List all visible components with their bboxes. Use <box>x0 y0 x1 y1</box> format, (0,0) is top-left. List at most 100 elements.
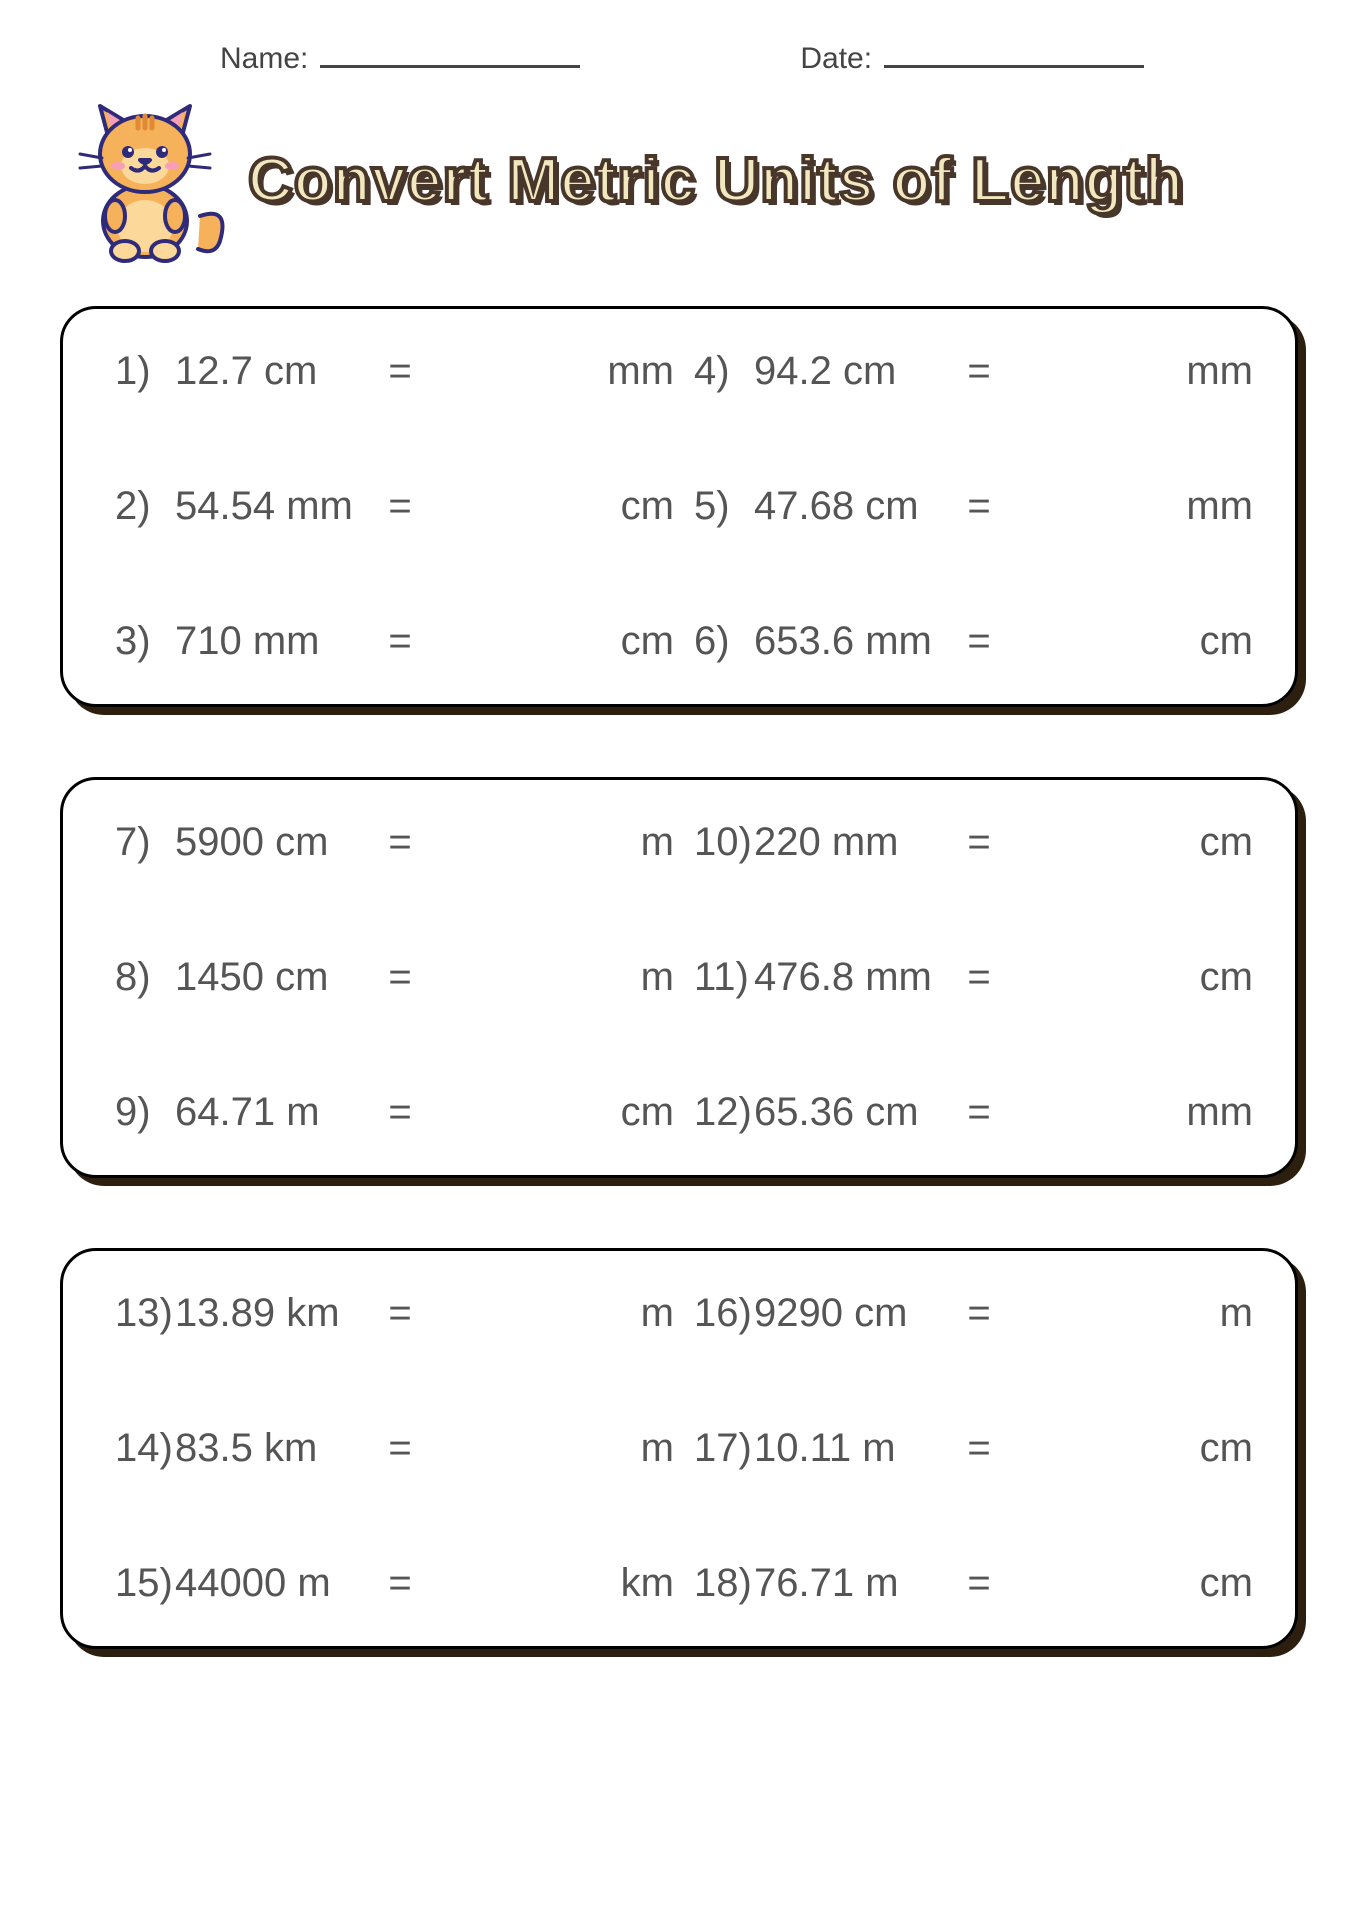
cat-icon <box>60 96 230 266</box>
problem-value: 12.7 cm <box>175 349 375 394</box>
target-unit: m <box>599 1291 674 1336</box>
problem-number: 5) <box>694 484 754 529</box>
equals-sign: = <box>375 955 425 1000</box>
target-unit: m <box>599 955 674 1000</box>
problem: 14)83.5 km= m <box>115 1426 674 1471</box>
target-unit: mm <box>1178 349 1253 394</box>
problem: 6)653.6 mm=cm <box>694 619 1253 664</box>
problem: 8)1450 cm= m <box>115 955 674 1000</box>
equals-sign: = <box>954 484 1004 529</box>
name-blank[interactable] <box>320 40 580 68</box>
target-unit: cm <box>1178 955 1253 1000</box>
equals-sign: = <box>954 1090 1004 1135</box>
problem: 15)44000 m= km <box>115 1561 674 1606</box>
problem-number: 13) <box>115 1291 175 1336</box>
target-unit: km <box>599 1561 674 1606</box>
equals-sign: = <box>954 1561 1004 1606</box>
problem: 4)94.2 cm= mm <box>694 349 1253 394</box>
target-unit: mm <box>599 349 674 394</box>
equals-sign: = <box>375 349 425 394</box>
problem-number: 10) <box>694 820 754 865</box>
problem-value: 44000 m <box>175 1561 375 1606</box>
problem: 3)710 mm= cm <box>115 619 674 664</box>
problem-number: 17) <box>694 1426 754 1471</box>
problem-number: 1) <box>115 349 175 394</box>
problem: 10)220 mm=cm <box>694 820 1253 865</box>
header-row: Name: Date: <box>220 40 1298 76</box>
equals-sign: = <box>375 484 425 529</box>
equals-sign: = <box>954 349 1004 394</box>
equals-sign: = <box>954 955 1004 1000</box>
equals-sign: = <box>375 820 425 865</box>
problem-value: 13.89 km <box>175 1291 375 1336</box>
target-unit: m <box>599 1426 674 1471</box>
problem-value: 710 mm <box>175 619 375 664</box>
equals-sign: = <box>375 1291 425 1336</box>
problem-value: 76.71 m <box>754 1561 954 1606</box>
target-unit: cm <box>1178 1426 1253 1471</box>
equals-sign: = <box>375 619 425 664</box>
problem-number: 4) <box>694 349 754 394</box>
target-unit: cm <box>599 484 674 529</box>
problem-number: 2) <box>115 484 175 529</box>
date-blank[interactable] <box>884 40 1144 68</box>
problem: 16)9290 cm= m <box>694 1291 1253 1336</box>
problem-value: 54.54 mm <box>175 484 375 529</box>
problem: 13)13.89 km= m <box>115 1291 674 1336</box>
problem-number: 3) <box>115 619 175 664</box>
problem-value: 47.68 cm <box>754 484 954 529</box>
equals-sign: = <box>954 1426 1004 1471</box>
target-unit: mm <box>1178 484 1253 529</box>
equals-sign: = <box>954 1291 1004 1336</box>
target-unit: cm <box>599 1090 674 1135</box>
name-label: Name: <box>220 42 308 76</box>
problem-value: 65.36 cm <box>754 1090 954 1135</box>
problem: 7)5900 cm=m <box>115 820 674 865</box>
problem-value: 64.71 m <box>175 1090 375 1135</box>
problem-number: 12) <box>694 1090 754 1135</box>
problem-number: 11) <box>694 955 754 1000</box>
problem-value: 94.2 cm <box>754 349 954 394</box>
problem-value: 220 mm <box>754 820 954 865</box>
problems-grid: 13)13.89 km=m16)9290 cm=m14)83.5 km=m17)… <box>115 1291 1253 1606</box>
problem-number: 18) <box>694 1561 754 1606</box>
problem-number: 15) <box>115 1561 175 1606</box>
problems-grid: 1)12.7 cm=mm4)94.2 cm=mm2)54.54 mm=cm5)4… <box>115 349 1253 664</box>
problem: 11)476.8 mm= cm <box>694 955 1253 1000</box>
problem: 12)65.36 cm= mm <box>694 1090 1253 1135</box>
problem-value: 1450 cm <box>175 955 375 1000</box>
equals-sign: = <box>375 1426 425 1471</box>
target-unit: m <box>599 820 674 865</box>
title-row: Convert Metric Units of Length <box>60 96 1298 266</box>
problem: 5)47.68 cm= mm <box>694 484 1253 529</box>
equals-sign: = <box>954 619 1004 664</box>
problem-value: 10.11 m <box>754 1426 954 1471</box>
date-label: Date: <box>800 42 872 76</box>
problem-value: 5900 cm <box>175 820 375 865</box>
target-unit: mm <box>1178 1090 1253 1135</box>
problem: 2)54.54 mm= cm <box>115 484 674 529</box>
problem-number: 6) <box>694 619 754 664</box>
problem: 18)76.71 m= cm <box>694 1561 1253 1606</box>
problem-value: 83.5 km <box>175 1426 375 1471</box>
equals-sign: = <box>375 1090 425 1135</box>
equals-sign: = <box>375 1561 425 1606</box>
problems-grid: 7)5900 cm=m10)220 mm=cm8)1450 cm=m11)476… <box>115 820 1253 1135</box>
problem: 1)12.7 cm= mm <box>115 349 674 394</box>
problem-box-2: 7)5900 cm=m10)220 mm=cm8)1450 cm=m11)476… <box>60 777 1298 1178</box>
target-unit: cm <box>1178 619 1253 664</box>
problem-box-3: 13)13.89 km=m16)9290 cm=m14)83.5 km=m17)… <box>60 1248 1298 1649</box>
worksheet-title: Convert Metric Units of Length <box>248 148 1184 213</box>
target-unit: m <box>1178 1291 1253 1336</box>
problem-value: 9290 cm <box>754 1291 954 1336</box>
problem: 9)64.71 m= cm <box>115 1090 674 1135</box>
problem-number: 9) <box>115 1090 175 1135</box>
problem-number: 16) <box>694 1291 754 1336</box>
target-unit: cm <box>1178 1561 1253 1606</box>
problem-box-1: 1)12.7 cm=mm4)94.2 cm=mm2)54.54 mm=cm5)4… <box>60 306 1298 707</box>
problem-value: 476.8 mm <box>754 955 954 1000</box>
name-field: Name: <box>220 40 580 76</box>
problem-number: 8) <box>115 955 175 1000</box>
problem-number: 14) <box>115 1426 175 1471</box>
target-unit: cm <box>599 619 674 664</box>
